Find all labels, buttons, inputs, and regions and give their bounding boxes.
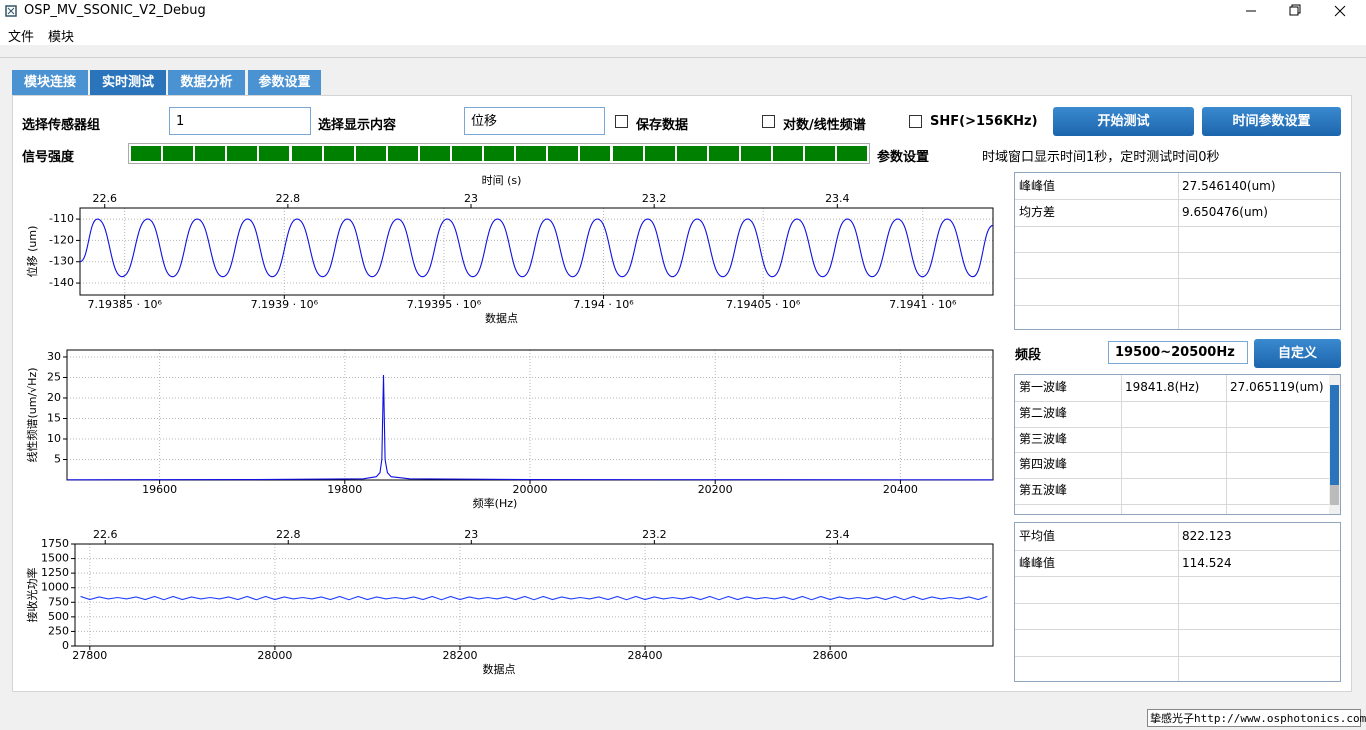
signal-segment	[163, 146, 194, 161]
table-cell: 9.650476(um)	[1182, 205, 1268, 220]
separator	[0, 57, 1366, 58]
row-line	[1015, 278, 1340, 280]
signal-segment	[773, 146, 803, 161]
time-settings-button[interactable]: 时间参数设置	[1202, 107, 1341, 136]
display-select[interactable]: 位移	[464, 107, 605, 135]
table-cell: 114.524	[1182, 555, 1232, 570]
table-cell: 27.546140(um)	[1182, 179, 1276, 193]
table-cell: 均方差	[1019, 205, 1056, 220]
row-line	[1015, 452, 1340, 454]
signal-segment	[484, 146, 515, 161]
column-line	[1121, 375, 1122, 514]
sensor-group-select[interactable]: 1	[169, 107, 311, 135]
label: 选择传感器组	[22, 118, 101, 133]
signal-segment	[644, 146, 675, 161]
label: 选择显示内容	[318, 118, 397, 133]
signal-segment	[419, 146, 450, 161]
row-line	[1015, 304, 1340, 306]
row-line	[1015, 199, 1340, 201]
row-line	[1015, 656, 1340, 657]
signal-segment	[131, 146, 161, 161]
row-line	[1015, 504, 1340, 505]
checkbox[interactable]	[909, 115, 922, 128]
table-cell: 第二波峰	[1019, 405, 1068, 420]
maximize[interactable]	[1289, 4, 1301, 16]
signal-segment	[580, 146, 611, 161]
checkbox-label[interactable]: 保存数据	[636, 118, 689, 133]
row-line	[1015, 426, 1340, 428]
row-line	[1015, 602, 1340, 604]
custom-button[interactable]: 自定义	[1254, 339, 1341, 368]
label: 参数设置	[877, 150, 930, 165]
app-icon	[5, 5, 17, 17]
signal-segment	[259, 146, 290, 161]
data-table: 第一波峰 19841.8(Hz) 27.065119(um) 第二波峰第三波峰第四波峰…	[1014, 374, 1341, 515]
checkbox-label[interactable]: SHF(>156KHz)	[930, 114, 1038, 129]
checkbox[interactable]	[762, 115, 775, 128]
table-cell: 19841.8(Hz)	[1125, 380, 1200, 394]
signal-segment	[195, 146, 226, 161]
row-line	[1015, 478, 1340, 480]
signal-segment	[227, 146, 258, 161]
info-text: 时域窗口显示时间1秒，定时测试时间0秒	[982, 150, 1220, 165]
table-cell: 27.065119(um)	[1230, 380, 1324, 394]
start-button[interactable]: 开始测试	[1053, 107, 1194, 136]
table-cell: 峰峰值	[1019, 555, 1056, 570]
window-title: OSP_MV_SSONIC_V2_Debug	[24, 3, 206, 18]
signal-strength-bar	[128, 143, 870, 164]
data-table: 平均值 822.123 峰峰值 114.524	[1014, 522, 1341, 682]
row-line	[1015, 549, 1340, 551]
signal-segment	[291, 146, 322, 161]
footer-link[interactable]: 挚感光子http://www.osphotonics.com/	[1147, 709, 1366, 727]
row-line	[1015, 251, 1340, 253]
signal-segment	[612, 146, 643, 161]
menu-bar: 文件 模块	[0, 23, 1366, 45]
data-table: 峰峰值 27.546140(um) 均方差 9.650476(um)	[1014, 172, 1341, 330]
column-line	[1178, 173, 1179, 329]
signal-segment	[740, 146, 771, 161]
tab[interactable]: 模块连接	[12, 70, 88, 95]
signal-segment	[837, 146, 868, 161]
table-cell: 第三波峰	[1019, 431, 1068, 446]
row-line	[1015, 400, 1340, 402]
menu-item[interactable]: 模块	[48, 30, 75, 45]
table-cell: 822.123	[1182, 529, 1232, 543]
row-line	[1015, 629, 1340, 631]
table-cell: 第五波峰	[1019, 483, 1068, 498]
signal-segment	[708, 146, 739, 161]
tab[interactable]: 参数设置	[248, 70, 321, 95]
signal-segment	[355, 146, 386, 161]
checkbox-label[interactable]: 对数/线性频谱	[783, 118, 866, 133]
signal-segment	[323, 146, 354, 161]
table-cell: 第四波峰	[1019, 457, 1068, 472]
signal-segment	[548, 146, 579, 161]
tab[interactable]: 实时测试	[90, 70, 166, 95]
column-line	[1178, 523, 1179, 681]
menu-item[interactable]: 文件	[8, 30, 35, 45]
scrollbar-end	[1330, 485, 1339, 505]
title-bar: OSP_MV_SSONIC_V2_Debug	[0, 0, 1366, 23]
row-line	[1015, 576, 1340, 578]
tab[interactable]: 数据分析	[168, 70, 245, 95]
signal-segment	[452, 146, 482, 161]
signal-segment	[387, 146, 418, 161]
signal-segment	[676, 146, 707, 161]
close[interactable]	[1334, 5, 1346, 17]
row-line	[1015, 225, 1340, 227]
label: 频段	[1015, 348, 1042, 363]
checkbox[interactable]	[615, 115, 628, 128]
table-cell: 平均值	[1019, 529, 1056, 543]
label: 信号强度	[22, 150, 75, 165]
signal-segment	[805, 146, 836, 161]
signal-segment	[516, 146, 547, 161]
column-line	[1226, 375, 1227, 514]
table-cell: 第一波峰	[1019, 380, 1068, 394]
scrollbar-thumb	[1330, 385, 1339, 485]
window-controls[interactable]	[1235, 0, 1366, 23]
band-input[interactable]: 19500~20500Hz	[1108, 341, 1248, 364]
table-cell: 峰峰值	[1019, 179, 1056, 193]
